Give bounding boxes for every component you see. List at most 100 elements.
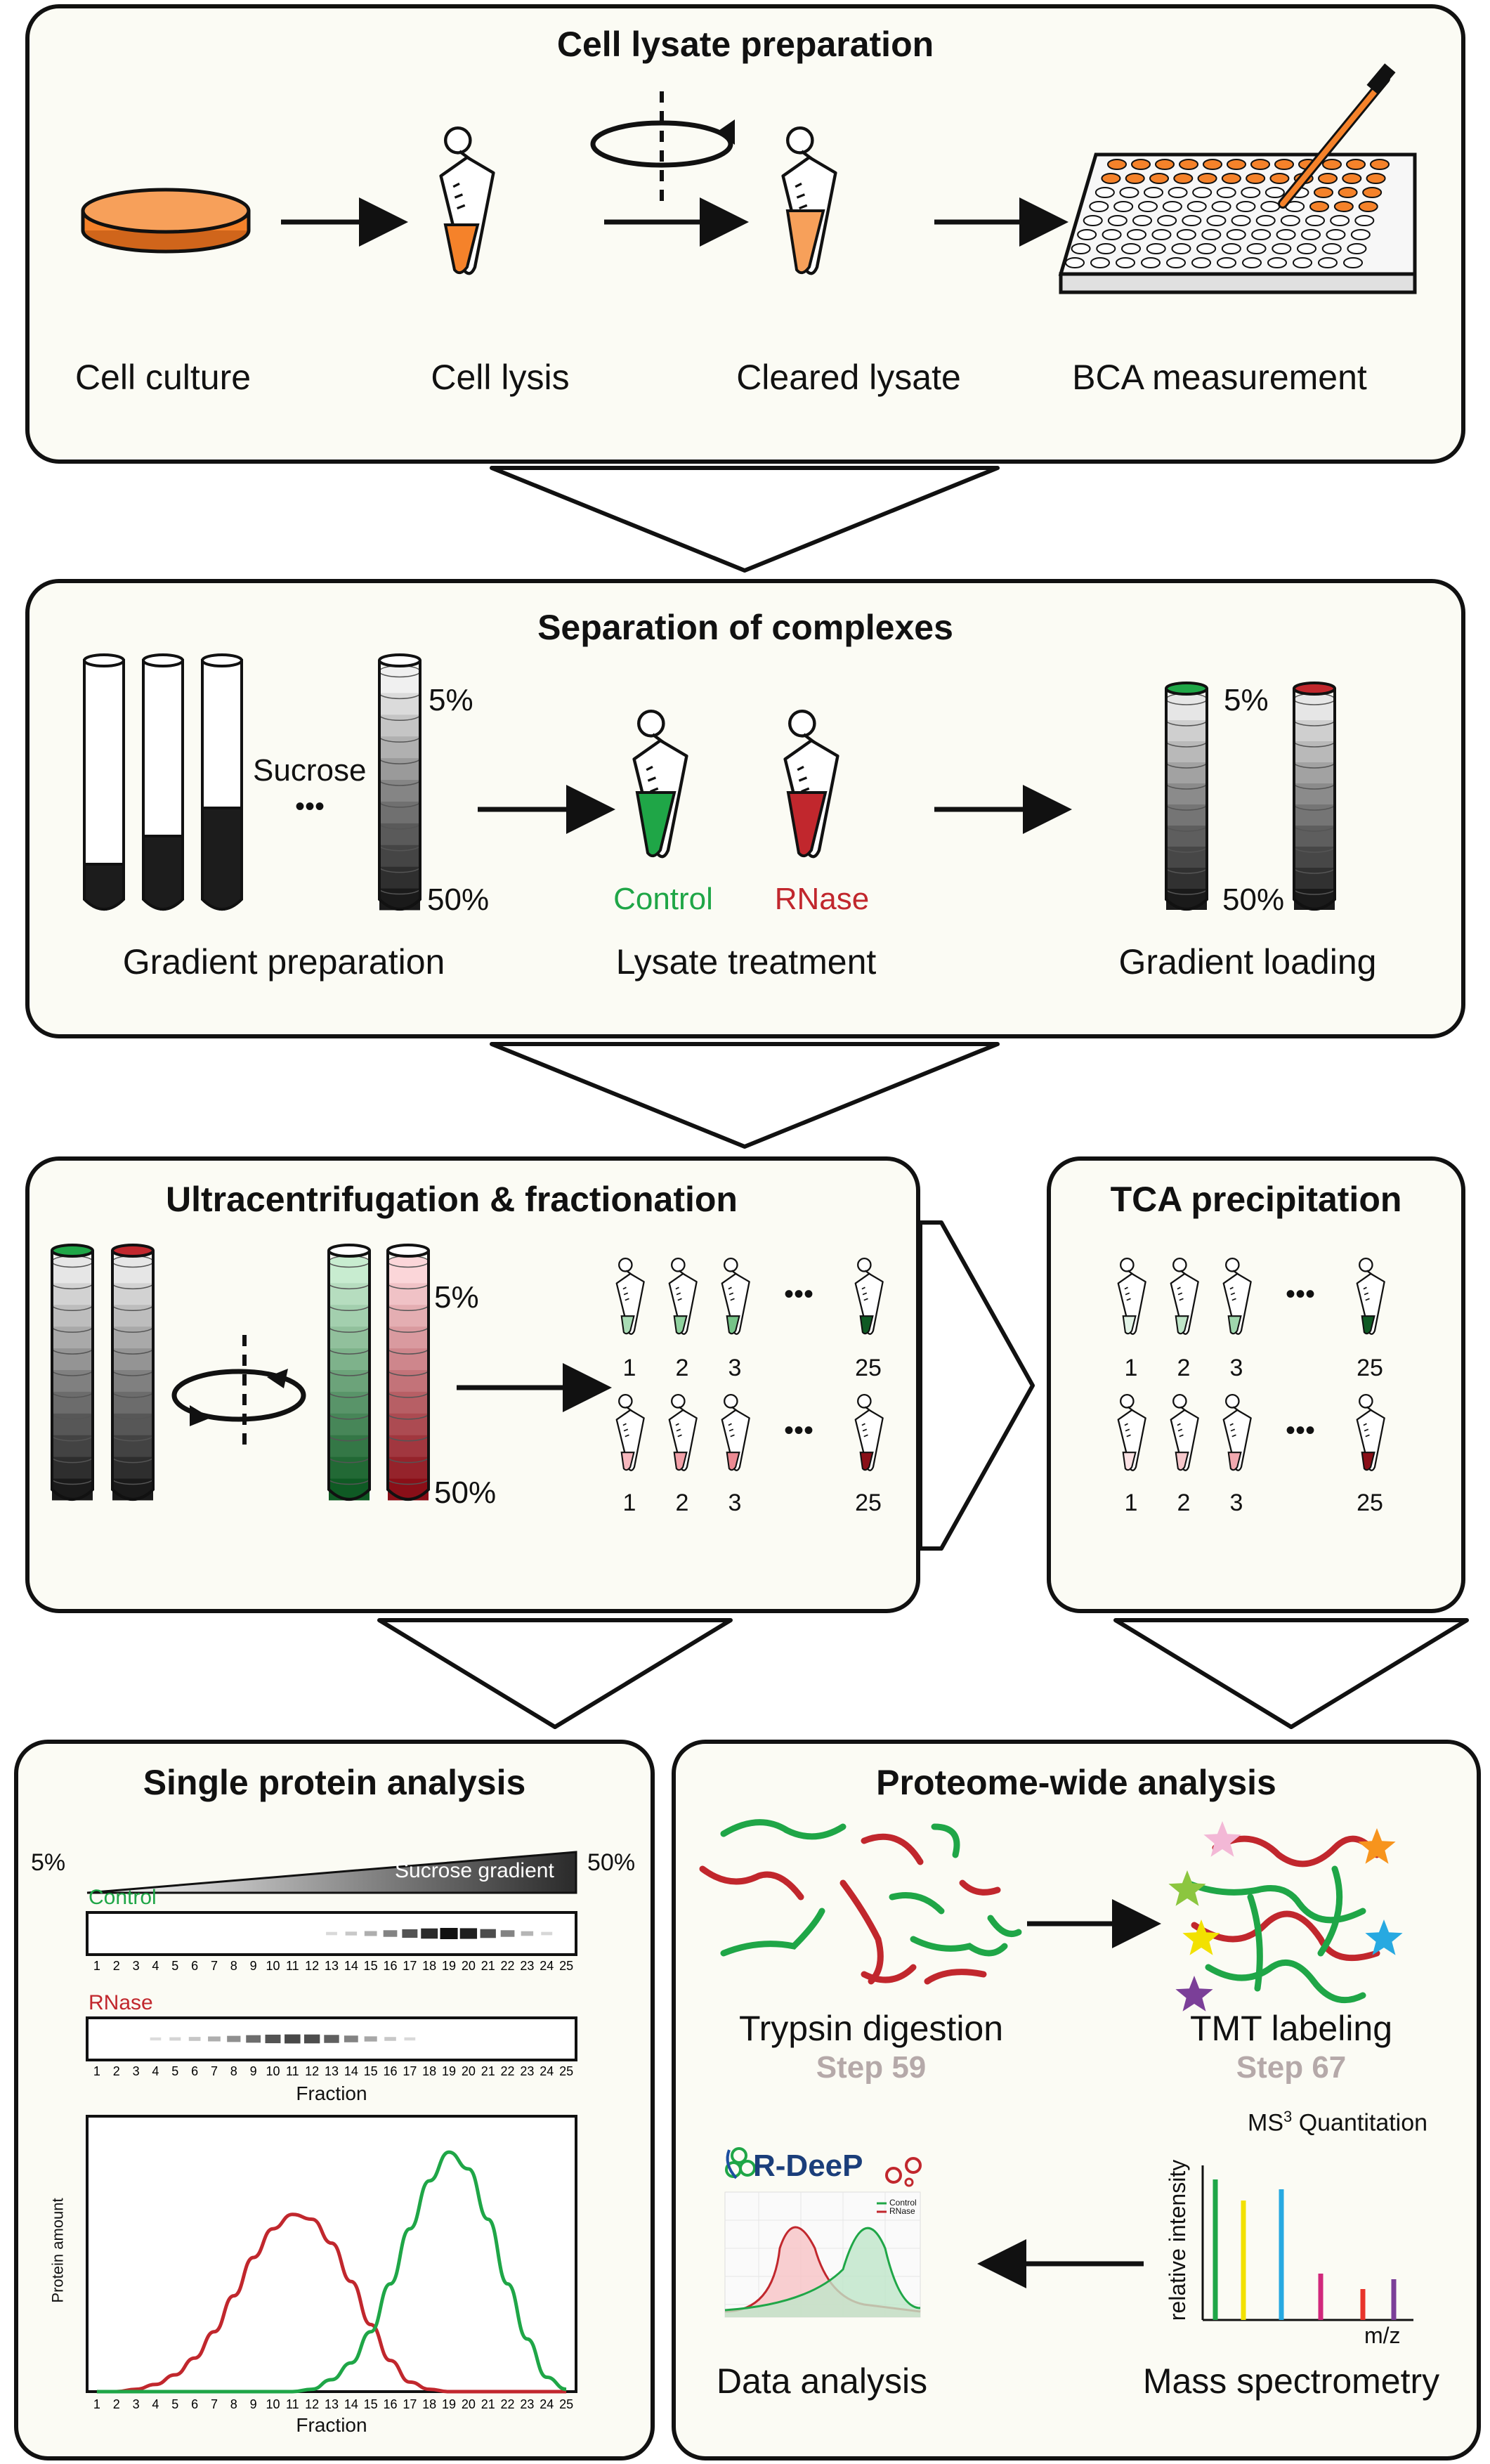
tcaFractions-fraction-1 <box>1117 1394 1147 1472</box>
tcaFractions-fraction-25 <box>1356 1394 1386 1472</box>
fraction-tick-label: 13 <box>325 2064 339 2078</box>
fraction-tick-label: 14 <box>344 2064 358 2078</box>
fraction-number-label: 3 <box>1229 1490 1243 1516</box>
gradient-prep-tubes <box>83 653 421 911</box>
blot-band <box>480 1929 496 1938</box>
empty-tube-2 <box>142 653 184 911</box>
fraction-tick-label: 17 <box>403 2064 417 2078</box>
fraction-tick-label: 12 <box>305 2397 319 2411</box>
panel-title-ultra: Ultracentrifugation & fractionation <box>166 1180 738 1219</box>
step-label-bca-measurement: BCA measurement <box>1072 358 1367 397</box>
fraction-tick-label: 12 <box>305 2064 319 2078</box>
fraction-tick-label: 20 <box>462 1959 476 1973</box>
fraction-tick-label: 5 <box>171 1959 178 1973</box>
ultraFractions-fraction-2 <box>668 1258 698 1336</box>
sucrose-gradient-label: Sucrose gradient <box>395 1859 554 1882</box>
fraction-tick-label: 17 <box>403 1959 417 1973</box>
fraction-tick-label: 16 <box>384 2064 398 2078</box>
fraction-tick-label: 7 <box>211 1959 218 1973</box>
panel-tca-precipitation: TCA precipitation <box>1047 1156 1465 1613</box>
step-label-cleared-lysate: Cleared lysate <box>736 358 961 397</box>
well-plate-icon <box>1058 152 1417 294</box>
fraction-tick-label: 21 <box>481 2064 495 2078</box>
ultraFractions-fraction-25 <box>854 1394 884 1472</box>
fraction-number-label: 1 <box>622 1355 636 1381</box>
fraction-tick-label: 22 <box>501 2064 515 2078</box>
tca-fraction-tubes <box>1117 1258 1386 1472</box>
fraction-tick-label: 14 <box>344 2397 358 2411</box>
petri-dish-icon <box>81 188 251 254</box>
fraction-number-label: 3 <box>1229 1355 1243 1381</box>
panel-title-lysate: Cell lysate preparation <box>556 25 934 64</box>
sucrose-gradient-wedge <box>86 1851 577 1894</box>
blot-band <box>421 1928 438 1939</box>
fraction-tick-label: 4 <box>152 1959 159 1973</box>
fraction-ellipsis: ••• <box>1286 1415 1316 1446</box>
fraction-tick-label: 15 <box>364 2064 378 2078</box>
series-line-control <box>96 2150 567 2394</box>
fraction-tick-label: 18 <box>422 2397 436 2411</box>
fraction-number-label: 1 <box>622 1490 636 1516</box>
control-blot-fraction-ticks: 1 2 3 4 5 6 7 8 9 10 11 12 13 14 15 16 17 18 19 20 21 22 23 24 2… <box>93 1959 573 1973</box>
fraction-tick-label: 19 <box>442 2397 456 2411</box>
ultraFractions-fraction-2 <box>668 1394 698 1472</box>
tcaFractions-fraction-2 <box>1170 1258 1200 1336</box>
blot-band <box>345 1931 358 1936</box>
pct-5-ultra: 5% <box>434 1280 479 1315</box>
fraction-tick-label: 10 <box>266 2397 280 2411</box>
tcaFractions-fraction-3 <box>1222 1394 1253 1472</box>
empty-tube-1 <box>83 653 125 911</box>
fraction-tick-label: 5 <box>171 2397 178 2411</box>
step-label-gradient-preparation: Gradient preparation <box>122 942 445 982</box>
fraction-tick-label: 2 <box>113 1959 120 1973</box>
rnase-blot-fraction-ticks: 1 2 3 4 5 6 7 8 9 10 11 12 13 14 15 16 17 18 19 20 21 22 23 24 2… <box>93 2064 573 2078</box>
fraction-tick-label: 7 <box>211 2397 218 2411</box>
fraction-tick-label: 23 <box>520 1959 534 1973</box>
tcaFractions-fraction-3 <box>1222 1258 1253 1336</box>
ms3-quantitation-label: MS3 Quantitation <box>1248 2108 1427 2137</box>
ultraFractions-fraction-3 <box>721 1394 751 1472</box>
fraction-tick-label: 14 <box>344 1959 358 1973</box>
fraction-tick-label: 23 <box>520 2397 534 2411</box>
peptide-fragments <box>699 1819 1022 1985</box>
fraction-number-label: 3 <box>728 1490 742 1516</box>
pipette-icon <box>1278 63 1396 209</box>
fraction-tick-label: 24 <box>540 2064 554 2078</box>
blot-band <box>169 2037 181 2041</box>
cleared-tube-icon <box>783 128 836 273</box>
panel-proteome-wide-analysis: Proteome-wide analysis <box>672 1740 1481 2460</box>
fraction-tick-label: 13 <box>325 2397 339 2411</box>
full-gradient-tube <box>378 653 421 911</box>
control-label: Control <box>613 882 713 916</box>
fraction-number-label: 25 <box>1357 1490 1383 1516</box>
sucrose-ellipsis: ••• <box>295 791 325 822</box>
ms3-base: MS <box>1248 2109 1283 2137</box>
fraction-tick-label: 6 <box>191 2397 198 2411</box>
fraction-tick-label: 21 <box>481 2397 495 2411</box>
trypsin-step-label: Step 59 <box>816 2050 927 2085</box>
fraction-tick-label: 22 <box>501 2397 515 2411</box>
blot-band <box>303 2034 320 2044</box>
down-arrow-2 <box>490 1042 1000 1149</box>
blot-band <box>208 2036 221 2042</box>
rnase-label: RNase <box>774 882 870 916</box>
tmt-star-icon <box>1358 1828 1396 1864</box>
blot-rnase-label: RNase <box>89 1991 153 2014</box>
mz-label: m/z <box>1364 2323 1401 2348</box>
ms-spectrum <box>1201 2165 1413 2321</box>
fraction-tick-label: 3 <box>133 2397 140 2411</box>
fraction-tick-label: 1 <box>93 1959 100 1973</box>
chart-y-axis-label: Protein amount <box>48 2198 67 2303</box>
fraction-ellipsis: ••• <box>784 1415 814 1446</box>
fraction-tick-label: 24 <box>540 2397 554 2411</box>
fraction-tick-label: 18 <box>422 2064 436 2078</box>
fraction-tick-label: 1 <box>93 2064 100 2078</box>
ultraFractions-fraction-25 <box>854 1258 884 1336</box>
fraction-tick-label: 17 <box>403 2397 417 2411</box>
fraction-tick-label: 6 <box>191 2064 198 2078</box>
tmt-tag-stars <box>1168 1821 1403 2012</box>
control-tube-icon <box>634 711 687 856</box>
fraction-tick-label: 9 <box>250 2397 257 2411</box>
loaded-tube-control <box>1165 682 1208 911</box>
rotation-icon <box>171 1335 306 1453</box>
